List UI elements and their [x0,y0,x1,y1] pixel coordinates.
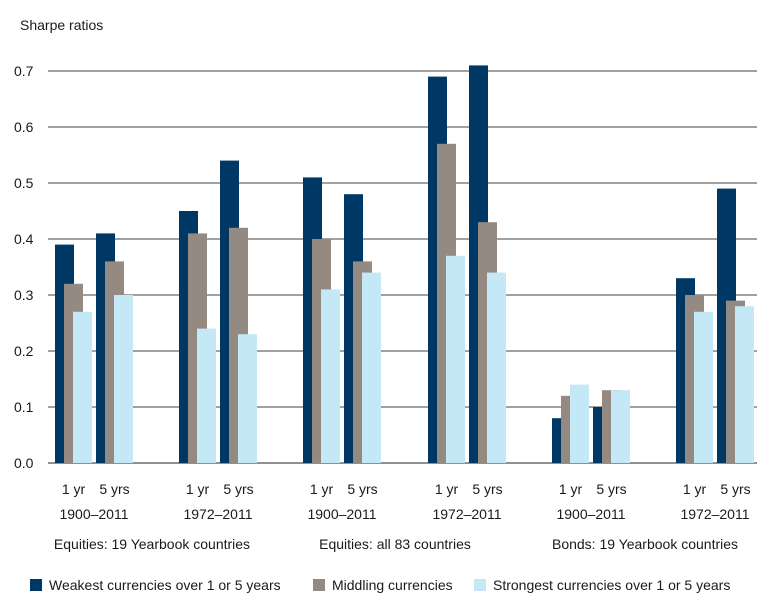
x-tick-label: 1 yr [435,481,459,497]
x-tick-label: 1 yr [683,481,707,497]
x-tick-label: 5 yrs [596,481,626,497]
bar-4-1-3 [446,255,465,463]
y-tick-label: 0.0 [14,455,34,471]
x-axis-labels: 1 yr 5 yrs 1900–2011 1 yr 5 yrs 1972–2011 1 yr… [54,481,751,552]
legend-label: Middling currencies [332,577,453,593]
period-label: 1972–2011 [183,506,252,522]
legend-label: Weakest currencies over 1 or 5 years [49,577,281,593]
period-label: 1972–2011 [432,506,501,522]
legend: Weakest currencies over 1 or 5 years Midd… [30,577,730,593]
y-tick-label: 0.5 [14,175,34,191]
x-tick-label: 1 yr [559,481,583,497]
x-tick-label: 5 yrs [472,481,502,497]
category-label: Equities: all 83 countries [319,536,471,552]
legend-swatch [474,579,486,591]
x-tick-label: 1 yr [310,481,334,497]
bar-1-2-3 [114,295,133,463]
bar-1-1-3 [73,311,92,463]
bar-4-2-3 [487,272,506,463]
bar-6-2-3 [735,306,754,463]
period-label: 1900–2011 [556,506,625,522]
y-tick-label: 0.2 [14,343,34,359]
period-label: 1900–2011 [59,506,128,522]
bars [55,65,754,464]
bar-3-1-3 [321,289,340,463]
x-tick-label: 5 yrs [720,481,750,497]
period-label: 1972–2011 [680,506,749,522]
gridlines [48,70,757,464]
x-tick-label: 5 yrs [223,481,253,497]
bar-5-1-3 [570,384,589,463]
bar-2-2-3 [238,334,257,463]
legend-swatch [30,579,42,591]
x-tick-label: 1 yr [62,481,86,497]
y-tick-label: 0.4 [14,231,34,247]
legend-swatch [313,579,325,591]
y-tick-label: 0.1 [14,399,34,415]
bar-3-2-3 [362,272,381,463]
x-tick-label: 1 yr [186,481,210,497]
bar-2-1-3 [197,328,216,463]
y-tick-label: 0.6 [14,119,34,135]
legend-label: Strongest currencies over 1 or 5 years [493,577,730,593]
bar-6-1-3 [694,311,713,463]
x-tick-label: 5 yrs [99,481,129,497]
period-label: 1900–2011 [307,506,376,522]
y-axis-ticks: 0.0 0.1 0.2 0.3 0.4 0.5 0.6 0.7 [14,63,34,471]
y-tick-label: 0.3 [14,287,34,303]
bar-5-2-3 [611,390,630,463]
y-axis-title: Sharpe ratios [20,17,103,33]
x-tick-label: 5 yrs [347,481,377,497]
category-label: Equities: 19 Yearbook countries [54,536,250,552]
category-label: Bonds: 19 Yearbook countries [552,536,738,552]
y-tick-label: 0.7 [14,63,34,79]
